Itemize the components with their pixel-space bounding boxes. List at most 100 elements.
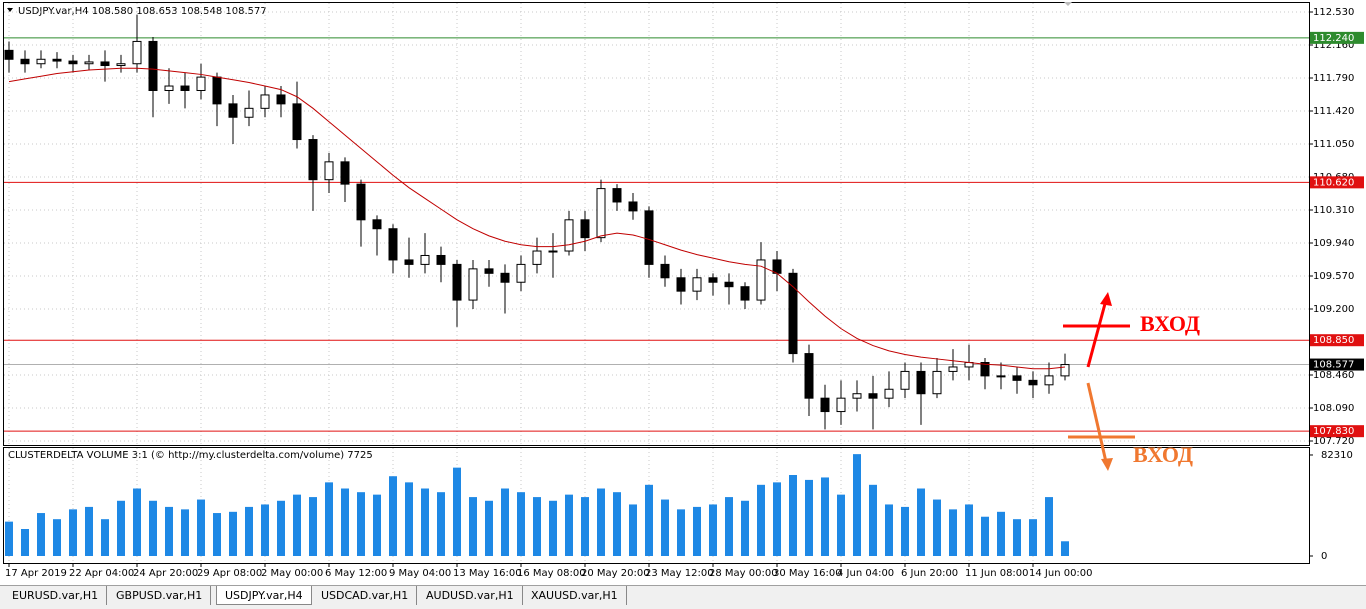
x-tick-label: 29 Apr 08:00 xyxy=(197,568,262,579)
candle-body xyxy=(836,397,846,413)
candle-body xyxy=(164,85,174,91)
volume-bar xyxy=(693,506,701,556)
chart-tab[interactable]: GBPUSD.var,H1 xyxy=(108,586,212,605)
chart-tab[interactable]: XAUUSD.var,H1 xyxy=(523,586,627,605)
candle-body xyxy=(1012,375,1022,381)
candle-body xyxy=(756,259,766,301)
x-tick-label: 13 May 16:00 xyxy=(453,568,522,579)
candle-body xyxy=(404,259,414,265)
candle-body xyxy=(516,263,526,283)
volume-bar xyxy=(37,513,45,556)
volume-bar xyxy=(965,504,973,556)
candle-body xyxy=(452,263,462,301)
candle-body xyxy=(20,58,30,65)
volume-bar xyxy=(757,484,765,556)
volume-bar xyxy=(949,509,957,556)
volume-bar xyxy=(917,488,925,556)
candle-body xyxy=(708,277,718,283)
volume-bar xyxy=(709,504,717,556)
arrow-head xyxy=(1100,292,1112,306)
candle-body xyxy=(804,353,814,399)
volume-bar xyxy=(901,506,909,556)
volume-bar xyxy=(853,454,861,556)
level-label: 108.850 xyxy=(1313,335,1354,346)
y-tick-label: 112.530 xyxy=(1313,7,1354,18)
volume-bar xyxy=(437,492,445,556)
panel-menu-icon[interactable] xyxy=(7,8,13,12)
x-tick-label: 22 Apr 04:00 xyxy=(69,568,134,579)
volume-panel-frame xyxy=(3,447,1310,564)
volume-bar xyxy=(613,492,621,556)
y-tick-label: 108.460 xyxy=(1313,370,1354,381)
candle-body xyxy=(580,219,590,239)
candle-body xyxy=(36,58,46,65)
candle-body xyxy=(196,76,206,91)
indicator-title: CLUSTERDELTA VOLUME 3:1 (© http://my.clu… xyxy=(8,450,373,461)
candle-body xyxy=(996,375,1006,378)
volume-bar xyxy=(1045,497,1053,556)
volume-bar xyxy=(309,497,317,556)
candle-body xyxy=(228,103,238,118)
candle-body xyxy=(244,107,254,118)
y-tick-label: 107.720 xyxy=(1313,436,1354,447)
volume-bar xyxy=(293,494,301,556)
candle-body xyxy=(4,49,14,60)
volume-bar xyxy=(581,497,589,556)
x-tick-label: 24 Apr 20:00 xyxy=(133,568,198,579)
candle-body xyxy=(532,250,542,265)
candle-body xyxy=(564,219,574,252)
volume-bar xyxy=(645,484,653,556)
x-tick-label: 11 Jun 08:00 xyxy=(965,568,1029,579)
candle-body xyxy=(340,161,350,185)
volume-bar xyxy=(677,509,685,556)
volume-bar xyxy=(629,504,637,556)
candle-body xyxy=(660,263,670,279)
shift-marker[interactable] xyxy=(1064,2,1072,6)
x-tick-label: 28 May 00:00 xyxy=(709,568,778,579)
annotation: ВХОД xyxy=(1133,442,1193,467)
candle-body xyxy=(260,94,270,109)
x-tick-label: 4 Jun 04:00 xyxy=(837,568,894,579)
candle-body xyxy=(372,219,382,230)
chart-tab[interactable]: AUDUSD.var,H1 xyxy=(418,586,523,605)
chart-tab[interactable]: USDCAD.var,H1 xyxy=(313,586,418,605)
candle-body xyxy=(308,139,318,181)
candle-body xyxy=(740,286,750,301)
candle-body xyxy=(276,94,286,105)
candle-body xyxy=(644,210,654,265)
candle-body xyxy=(916,370,926,395)
volume-bar xyxy=(21,529,29,556)
y-tick-label: 111.050 xyxy=(1313,139,1354,150)
x-tick-label: 6 May 12:00 xyxy=(325,568,387,579)
volume-bar xyxy=(501,488,509,556)
volume-bar xyxy=(197,499,205,556)
chart-tab[interactable]: USDJPY.var,H4 xyxy=(216,586,312,605)
volume-bar xyxy=(981,516,989,556)
x-tick-label: 6 Jun 20:00 xyxy=(901,568,958,579)
candle-body xyxy=(596,188,606,239)
volume-bar xyxy=(133,488,141,556)
volume-bar xyxy=(661,499,669,556)
chart-tab[interactable]: EURUSD.var,H1 xyxy=(4,586,108,605)
candle-body xyxy=(868,393,878,399)
volume-bar xyxy=(149,500,157,556)
volume-bar xyxy=(325,482,333,556)
candle-body xyxy=(548,250,558,253)
candle-body xyxy=(612,188,622,203)
moving-average xyxy=(8,67,1066,370)
volume-bar xyxy=(245,506,253,556)
candle-body xyxy=(100,61,110,67)
y-tick-label: 112.160 xyxy=(1313,40,1354,51)
volume-bar xyxy=(229,511,237,556)
volume-bar xyxy=(421,488,429,556)
candle-body xyxy=(724,281,734,288)
volume-bar xyxy=(725,497,733,556)
x-tick-label: 9 May 04:00 xyxy=(389,568,451,579)
candle-body xyxy=(356,183,366,221)
volume-bar xyxy=(485,500,493,556)
level-label-box xyxy=(1310,176,1364,189)
x-tick-label: 23 May 12:00 xyxy=(645,568,714,579)
candle-body xyxy=(884,388,894,399)
x-tick-label: 30 May 16:00 xyxy=(773,568,842,579)
volume-bar xyxy=(5,521,13,556)
